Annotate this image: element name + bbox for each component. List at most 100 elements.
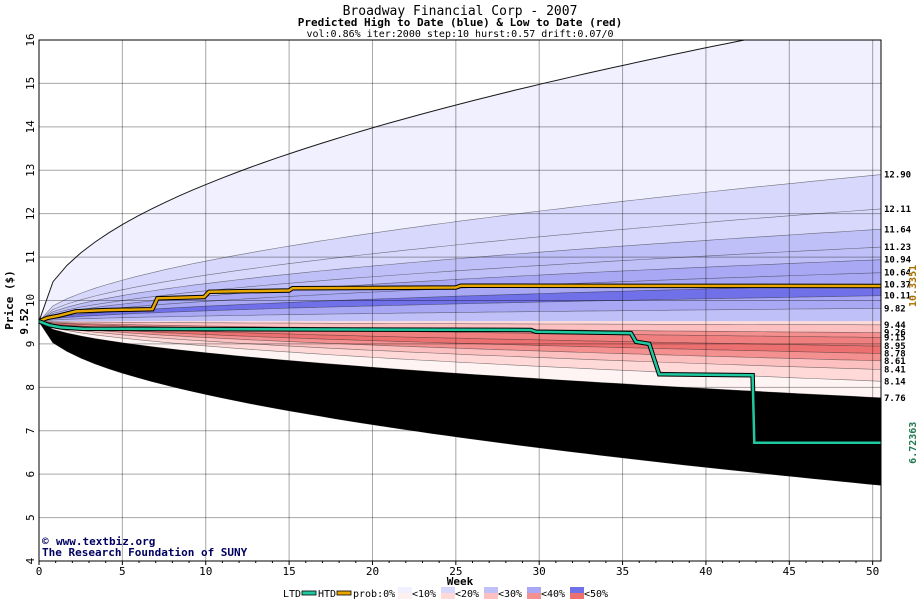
legend-low-swatch	[570, 593, 584, 599]
legend-ltd-label: LTD	[283, 589, 301, 600]
legend-htd-label: HTD	[318, 589, 336, 600]
band-level-label: 8.95	[884, 342, 906, 352]
x-tick-label: 10	[199, 565, 212, 578]
band-contour-line	[39, 321, 881, 370]
y-tick-label: 10	[24, 294, 37, 307]
band-level-label: 8.61	[884, 357, 906, 367]
band-level-label: 9.26	[884, 329, 906, 339]
legend-low-swatch	[398, 593, 412, 599]
band-contour-line	[39, 229, 881, 322]
y-tick-label: 14	[24, 120, 37, 134]
legend-prob-item: <30%	[498, 589, 522, 600]
htd-series-line	[38, 284, 882, 323]
band-level-label: 11.64	[884, 225, 912, 235]
band-contour-line	[39, 321, 881, 362]
chart-subtitle: Predicted High to Date (blue) & Low to D…	[298, 16, 623, 29]
chart-params: vol:0.86% iter:2000 step:10 hurst:0.57 d…	[306, 29, 613, 40]
band-level-label: 11.23	[884, 243, 911, 253]
credit-org: The Research Foundation of SUNY	[42, 546, 248, 559]
band-level-label: 12.11	[884, 205, 911, 215]
low-probability-band	[39, 321, 881, 361]
y-tick-label: 16	[24, 33, 37, 46]
band-contour-line	[39, 308, 881, 322]
y-tick-label: 4	[24, 557, 37, 564]
start-price-label: 9.52	[18, 308, 31, 335]
legend-high-swatch	[570, 587, 584, 593]
legend-prob-item: <50%	[584, 589, 608, 600]
band-contour-line	[39, 295, 881, 322]
low-probability-band	[39, 321, 881, 325]
chart-title: Broadway Financial Corp - 2007	[343, 4, 578, 19]
bands-group	[39, 40, 881, 486]
legend-prob-item: <10%	[412, 589, 436, 600]
x-tick-label: 35	[616, 565, 629, 578]
high-probability-band	[39, 229, 881, 322]
x-axis-label: Week	[447, 575, 474, 588]
y-tick-label: 9	[24, 341, 37, 348]
band-level-label: 9.44	[884, 321, 906, 331]
band-level-label: 8.78	[884, 349, 906, 359]
band-level-label: 8.14	[884, 377, 906, 387]
y-axis-label: Price ($)	[3, 270, 16, 330]
x-tick-label: 0	[36, 565, 43, 578]
low-probability-band	[39, 321, 881, 398]
band-level-label: 10.94	[884, 256, 912, 266]
band-level-label: 9.82	[884, 304, 906, 314]
x-tick-label: 50	[866, 565, 879, 578]
y-tick-label: 5	[24, 514, 37, 521]
htd-end-value-label: 10.3351	[908, 265, 919, 307]
x-tick-label: 5	[119, 565, 126, 578]
low-probability-band	[39, 321, 881, 354]
legend-low-swatch	[441, 593, 455, 599]
y-tick-label: 15	[24, 77, 37, 90]
high-probability-band	[39, 208, 881, 322]
high-probability-band	[39, 295, 881, 322]
x-tick-label: 20	[366, 565, 379, 578]
x-tick-label: 25	[449, 565, 462, 578]
ltd-series-line	[38, 320, 881, 444]
low-probability-band	[39, 321, 881, 382]
legend-high-swatch	[484, 587, 498, 593]
legend-high-swatch	[441, 587, 455, 593]
x-tick-label: 40	[699, 565, 712, 578]
y-tick-label: 8	[24, 384, 37, 391]
y-tick-label: 12	[24, 207, 37, 220]
low-probability-band	[39, 321, 881, 370]
low-probability-band	[39, 321, 881, 347]
low-probability-band	[39, 321, 881, 485]
band-contour-line	[39, 321, 881, 354]
band-level-label: 7.76	[884, 394, 906, 404]
band-level-label: 9.15	[884, 333, 906, 343]
band-contour-line	[39, 321, 881, 399]
band-level-label: 10.64	[884, 269, 912, 279]
band-level-label: 10.37	[884, 280, 911, 290]
plot-frame	[38, 39, 882, 562]
legend-low-swatch	[527, 593, 541, 599]
high-probability-band	[39, 40, 881, 322]
legend-high-swatch	[527, 587, 541, 593]
band-level-label: 8.41	[884, 366, 906, 376]
band-contour-line	[39, 208, 881, 322]
high-probability-band	[39, 259, 881, 322]
legend: LTD HTD prob:0% <10% <20% <30% <40% <50%	[283, 587, 608, 600]
high-probability-band	[39, 247, 881, 322]
high-probability-band	[39, 284, 881, 322]
ltd-end-value-label: 6.72363	[908, 422, 919, 464]
y-tick-label: 11	[24, 250, 37, 263]
legend-prob-item: <20%	[455, 589, 479, 600]
plot-area: 0 5 10 15 20 25 30 35 40 45 5045678910111213141516…	[18, 33, 919, 578]
band-contour-line	[39, 174, 881, 322]
x-tick-label: 30	[533, 565, 546, 578]
legend-ltd-swatch	[301, 590, 317, 596]
y-tick-label: 7	[24, 427, 37, 434]
high-probability-band	[39, 308, 881, 322]
band-contour-line	[39, 40, 747, 322]
y-tick-label: 6	[24, 471, 37, 478]
band-level-label: 12.90	[884, 171, 911, 181]
legend-htd-swatch	[336, 590, 352, 596]
credit-copyright-symbol: ©	[42, 535, 49, 548]
x-tick-label: 15	[282, 565, 295, 578]
legend-prob-label: prob:0%	[353, 589, 395, 600]
band-contour-line	[39, 321, 881, 486]
legend-low-swatch	[484, 593, 498, 599]
